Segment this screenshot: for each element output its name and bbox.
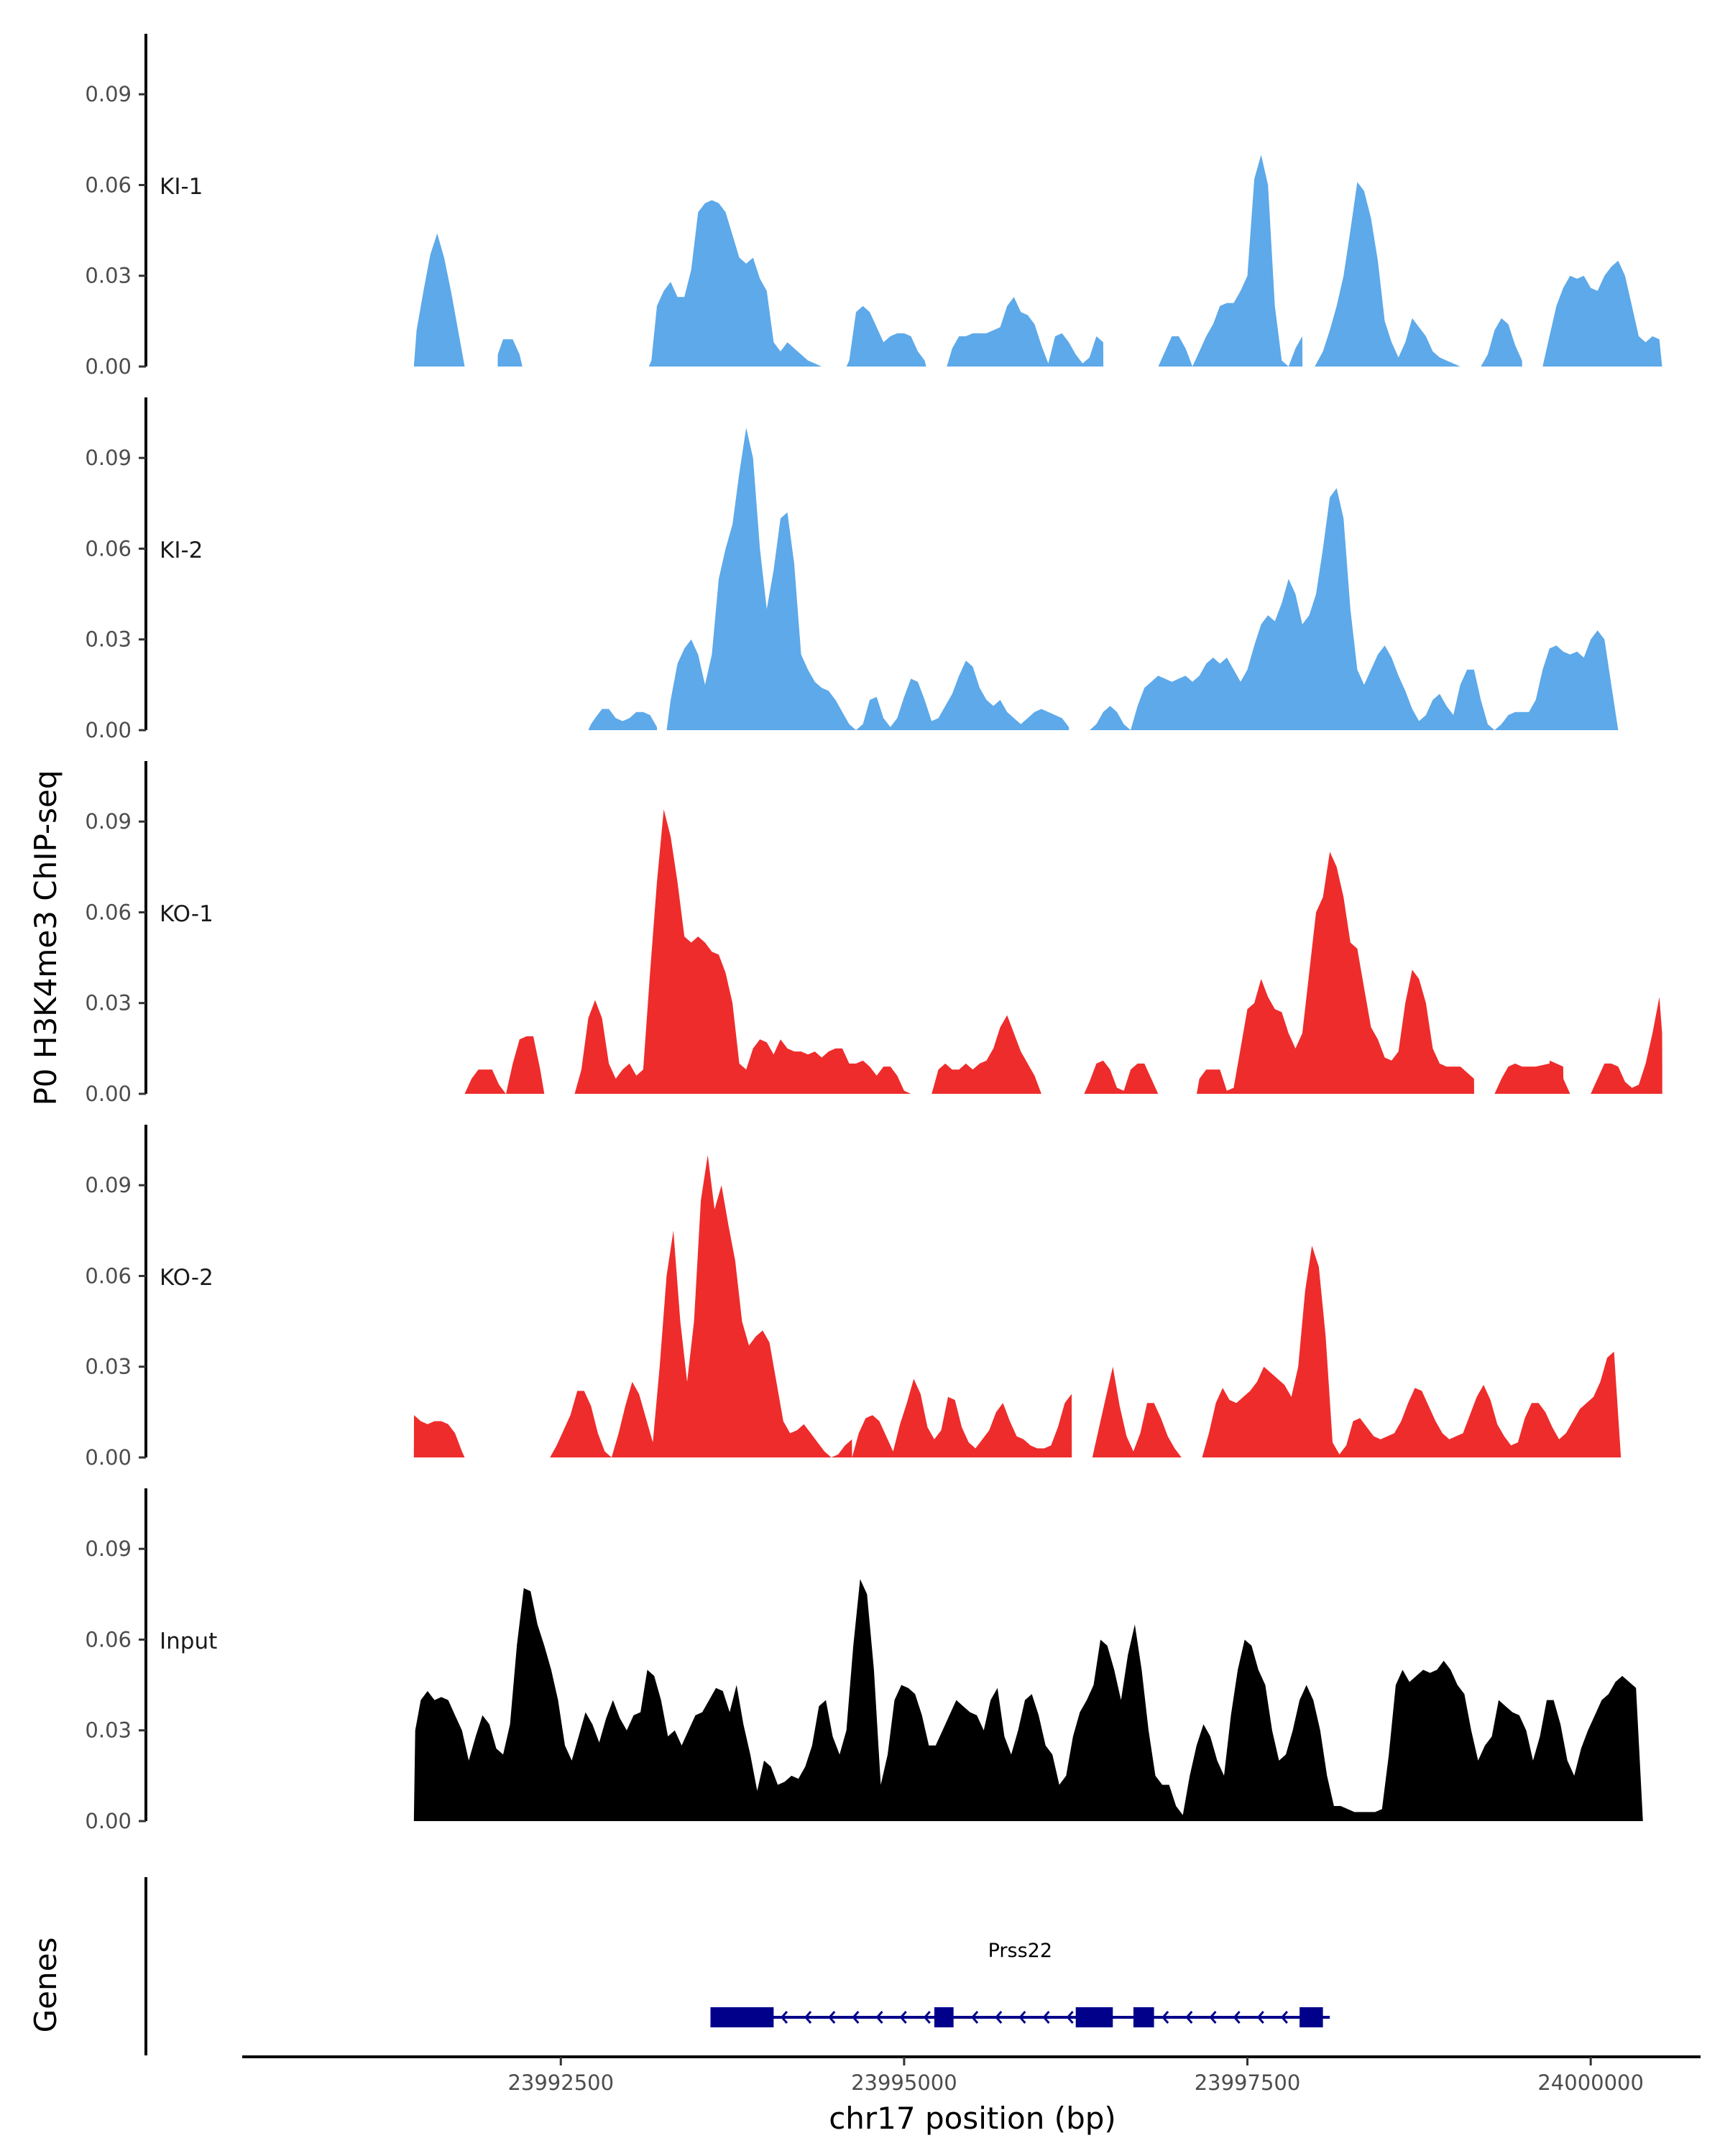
y-tick-label: 0.09 xyxy=(85,82,132,106)
y-tick-label: 0.06 xyxy=(85,536,132,561)
strand-arrow xyxy=(1256,2011,1264,2024)
y-axis-title: P0 H3K4me3 ChIP-seq xyxy=(28,770,63,1105)
tracks-layer: 0.00 0.03 0.06 0.09 KI-1 0.00 0.03 0.06 0.09 KI-2… xyxy=(85,34,1662,1833)
x-tick-label: 23995000 xyxy=(851,2070,957,2095)
gene-exon xyxy=(934,2007,954,2027)
y-tick-label: 0.03 xyxy=(85,1718,132,1743)
y-tick-label: 0.06 xyxy=(85,172,132,197)
strand-arrow xyxy=(1018,2011,1026,2024)
coverage-area-ko-1 xyxy=(464,809,1662,1094)
strand-arrow xyxy=(995,2011,1003,2024)
y-tick-label: 0.09 xyxy=(85,1537,132,1561)
y-tick-label: 0.00 xyxy=(85,718,132,742)
gene-label: Prss22 xyxy=(988,1940,1052,1962)
gene-prss22: Prss22 xyxy=(710,1940,1330,2027)
y-tick-label: 0.00 xyxy=(85,354,132,379)
y-tick-label: 0.00 xyxy=(85,1445,132,1470)
strand-arrow xyxy=(1209,2011,1217,2024)
strand-arrow xyxy=(1185,2011,1193,2024)
strand-arrow xyxy=(1066,2011,1074,2024)
strand-arrow xyxy=(1280,2011,1289,2024)
gene-exon xyxy=(1075,2007,1113,2027)
x-tick-label: 23997500 xyxy=(1195,2070,1301,2095)
genes-panel-title: Genes xyxy=(28,1938,63,2033)
x-tick-label: 23992500 xyxy=(507,2070,614,2095)
y-tick-label: 0.06 xyxy=(85,1263,132,1288)
strand-arrow xyxy=(923,2011,931,2024)
coverage-area-ki-1 xyxy=(413,155,1662,367)
strand-arrow xyxy=(1162,2011,1169,2024)
track-label: KO-1 xyxy=(160,901,213,927)
x-tick-label: 24000000 xyxy=(1537,2070,1644,2095)
track-label: KO-2 xyxy=(160,1265,213,1291)
x-axis-title: chr17 position (bp) xyxy=(829,2101,1116,2136)
strand-arrow xyxy=(971,2011,979,2024)
y-tick-label: 0.09 xyxy=(85,446,132,470)
strand-arrow xyxy=(875,2011,883,2024)
y-tick-label: 0.03 xyxy=(85,264,132,288)
track-ki-1: 0.00 0.03 0.06 0.09 KI-1 xyxy=(85,34,1662,379)
coverage-area-ko-2 xyxy=(413,1155,1628,1457)
strand-arrow xyxy=(899,2011,907,2024)
track-label: Input xyxy=(160,1628,217,1654)
gene-exon xyxy=(1300,2007,1323,2027)
track-ko-1: 0.00 0.03 0.06 0.09 KO-1 xyxy=(85,761,1662,1106)
y-tick-label: 0.00 xyxy=(85,1809,132,1833)
gene-exon xyxy=(710,2007,774,2027)
y-tick-label: 0.03 xyxy=(85,1355,132,1379)
y-tick-label: 0.06 xyxy=(85,900,132,924)
y-tick-label: 0.09 xyxy=(85,1173,132,1197)
track-ko-2: 0.00 0.03 0.06 0.09 KO-2 xyxy=(85,1125,1628,1470)
track-input: 0.00 0.03 0.06 0.09 Input xyxy=(85,1488,1643,1833)
track-label: KI-1 xyxy=(160,174,203,200)
gene-exon xyxy=(1133,2007,1154,2027)
gene-layer: Prss22 xyxy=(144,1877,1330,2055)
y-tick-label: 0.09 xyxy=(85,809,132,834)
strand-arrow xyxy=(828,2011,836,2024)
track-label: KI-2 xyxy=(160,538,203,563)
y-tick-label: 0.06 xyxy=(85,1627,132,1651)
coverage-area-ki-2 xyxy=(588,428,1632,730)
strand-arrow xyxy=(780,2011,788,2024)
x-axis: 23992500 23995000 23997500 24000000 xyxy=(242,2055,1701,2095)
strand-arrow xyxy=(852,2011,860,2024)
strand-arrow xyxy=(1233,2011,1241,2024)
y-tick-label: 0.00 xyxy=(85,1082,132,1106)
y-tick-label: 0.03 xyxy=(85,627,132,652)
strand-arrow xyxy=(804,2011,812,2024)
track-ki-2: 0.00 0.03 0.06 0.09 KI-2 xyxy=(85,397,1632,742)
y-tick-label: 0.03 xyxy=(85,991,132,1015)
coverage-area-input xyxy=(413,1579,1643,1821)
strand-arrow xyxy=(1042,2011,1050,2024)
